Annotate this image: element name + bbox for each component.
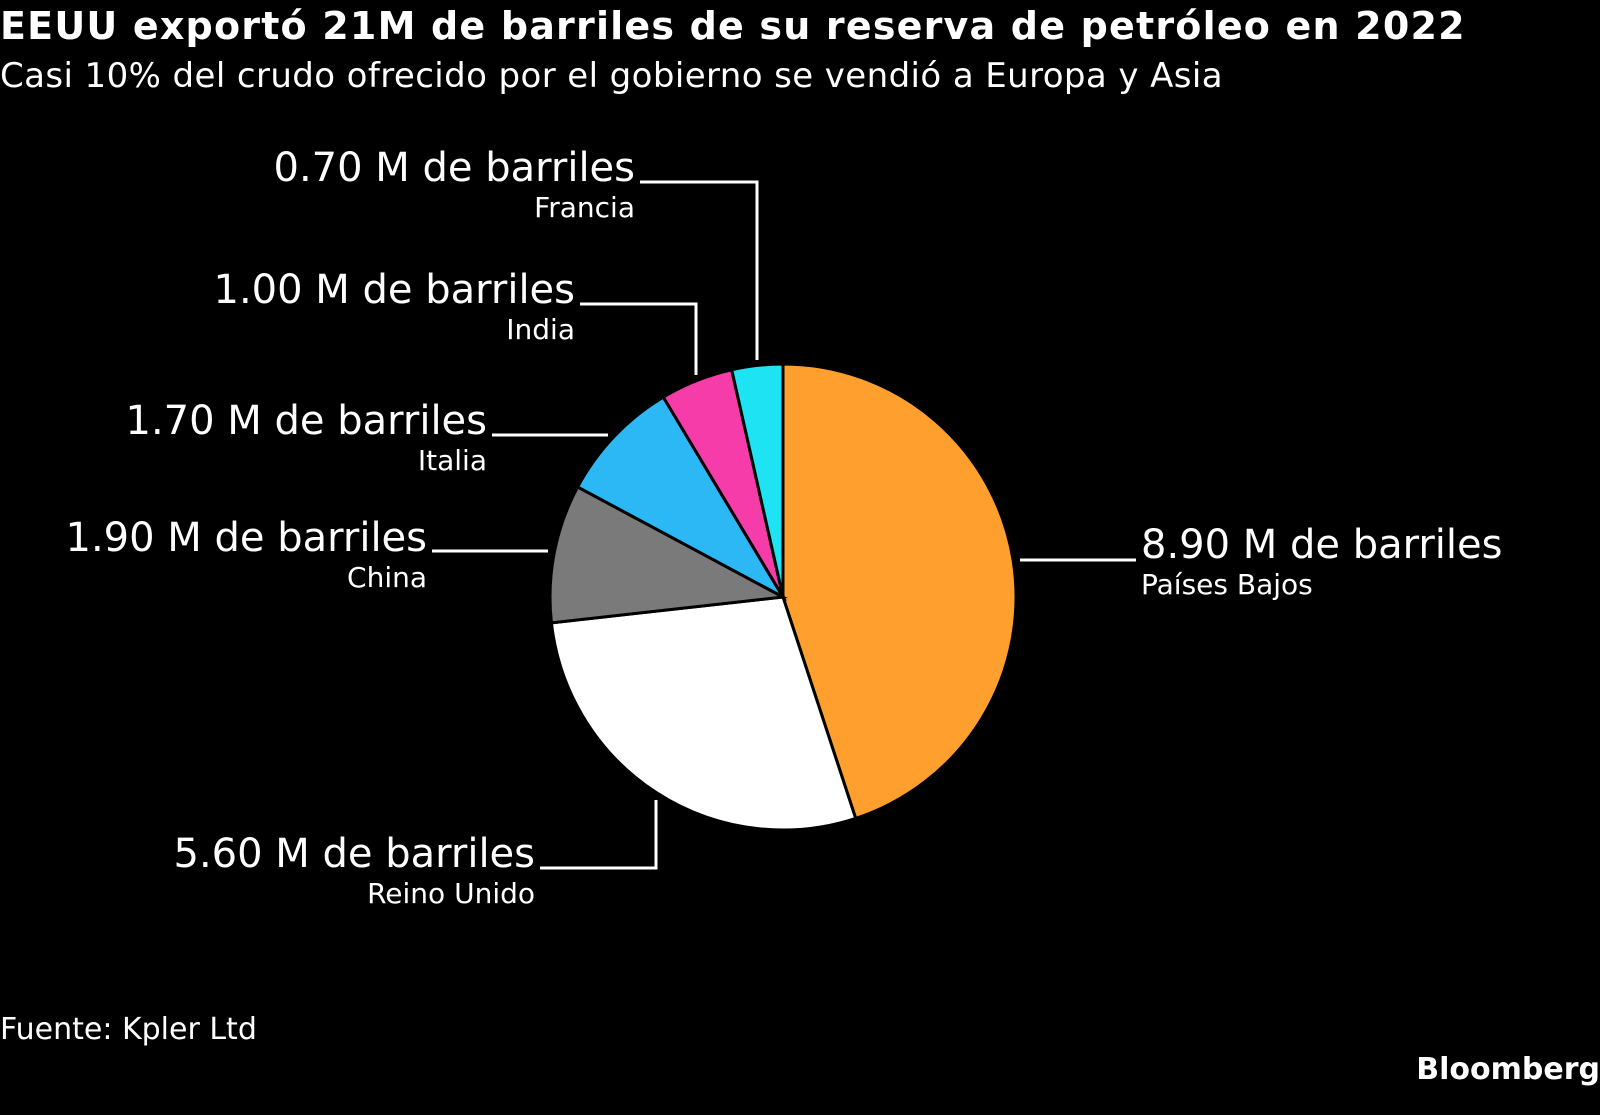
leader-line-francia [640,180,759,360]
label-paises-bajos: 8.90 M de barriles Países Bajos [1141,525,1502,599]
leader-line-reino-unido [540,800,658,870]
label-china: 1.90 M de barriles China [66,518,427,592]
value-label: 1.00 M de barriles [213,267,575,313]
value-label: 8.90 M de barriles [1141,522,1503,568]
pie-slice-china [548,484,788,625]
category-label: India [506,313,575,346]
value-label: 5.60 M de barriles [173,831,535,877]
value-label: 0.70 M de barriles [273,145,635,191]
leader-line-india [580,302,698,375]
category-label: Reino Unido [367,877,535,910]
category-label: Italia [417,444,487,477]
brand-logo: Bloomberg [1416,1052,1600,1087]
category-label: China [347,561,427,594]
chart-title: EEUU exportó 21M de barriles de su reser… [0,4,1466,48]
label-india: 1.00 M de barriles India [214,270,575,344]
label-italia: 1.70 M de barriles Italia [126,401,487,475]
value-label: 1.70 M de barriles [125,398,487,444]
label-reino-unido: 5.60 M de barriles Reino Unido [174,834,535,908]
pie-slice-reino-unido [549,595,858,832]
source-note: Fuente: Kpler Ltd [0,1012,257,1047]
value-label: 1.90 M de barriles [65,515,427,561]
category-label: Países Bajos [1141,568,1313,601]
pie-slice-italia [575,395,788,601]
pie-slice-paises-bajos [781,362,1018,821]
label-francia: 0.70 M de barriles Francia [274,148,635,222]
pie-slice-francia [729,362,785,598]
category-label: Francia [534,191,635,224]
chart-subtitle: Casi 10% del crudo ofrecido por el gobie… [0,56,1223,96]
